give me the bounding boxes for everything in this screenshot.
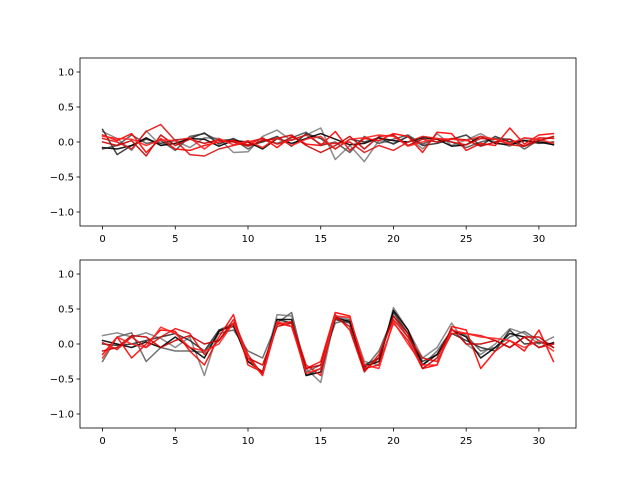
- y-tick-label: −0.5: [50, 173, 74, 184]
- series-line-5: [101, 123, 555, 157]
- bottom-subplot: 0 5 10 15 20 25 30 −1.0 −0.5 0.0 0.5 1.0: [50, 259, 577, 447]
- y-tick-label: −0.5: [50, 375, 74, 386]
- x-tick-label: 30: [533, 234, 546, 245]
- x-tick-label: 5: [172, 436, 178, 447]
- y-tick-label: −1.0: [50, 208, 74, 219]
- series-line-7: [101, 315, 555, 377]
- series-line-6: [101, 134, 555, 157]
- x-tick-label: 10: [242, 436, 255, 447]
- series-line-7: [101, 134, 555, 150]
- x-tick-label: 0: [99, 436, 105, 447]
- x-tick-label: 25: [460, 436, 473, 447]
- y-tick-label: 0.0: [58, 340, 74, 351]
- y-tick-label: 1.0: [58, 68, 74, 79]
- x-tick-label: 15: [314, 436, 327, 447]
- x-tick-label: 20: [387, 436, 400, 447]
- x-tick-label: 25: [460, 234, 473, 245]
- y-tick-label: 0.5: [58, 103, 74, 114]
- y-tick-label: 0.5: [58, 305, 74, 316]
- series-line-0: [101, 306, 555, 384]
- x-tick-label: 15: [314, 234, 327, 245]
- x-tick-label: 0: [99, 234, 105, 245]
- x-tick-label: 30: [533, 436, 546, 447]
- top-subplot: 0 5 10 15 20 25 30 −1.0 −0.5 0.0 0.5 1.0: [50, 57, 577, 245]
- x-tick-label: 20: [387, 234, 400, 245]
- x-tick-label: 10: [242, 234, 255, 245]
- x-tick-label: 5: [172, 234, 178, 245]
- y-tick-label: 0.0: [58, 138, 74, 149]
- series-line-4: [101, 311, 555, 373]
- y-tick-label: 1.0: [58, 270, 74, 281]
- y-tick-label: −1.0: [50, 410, 74, 421]
